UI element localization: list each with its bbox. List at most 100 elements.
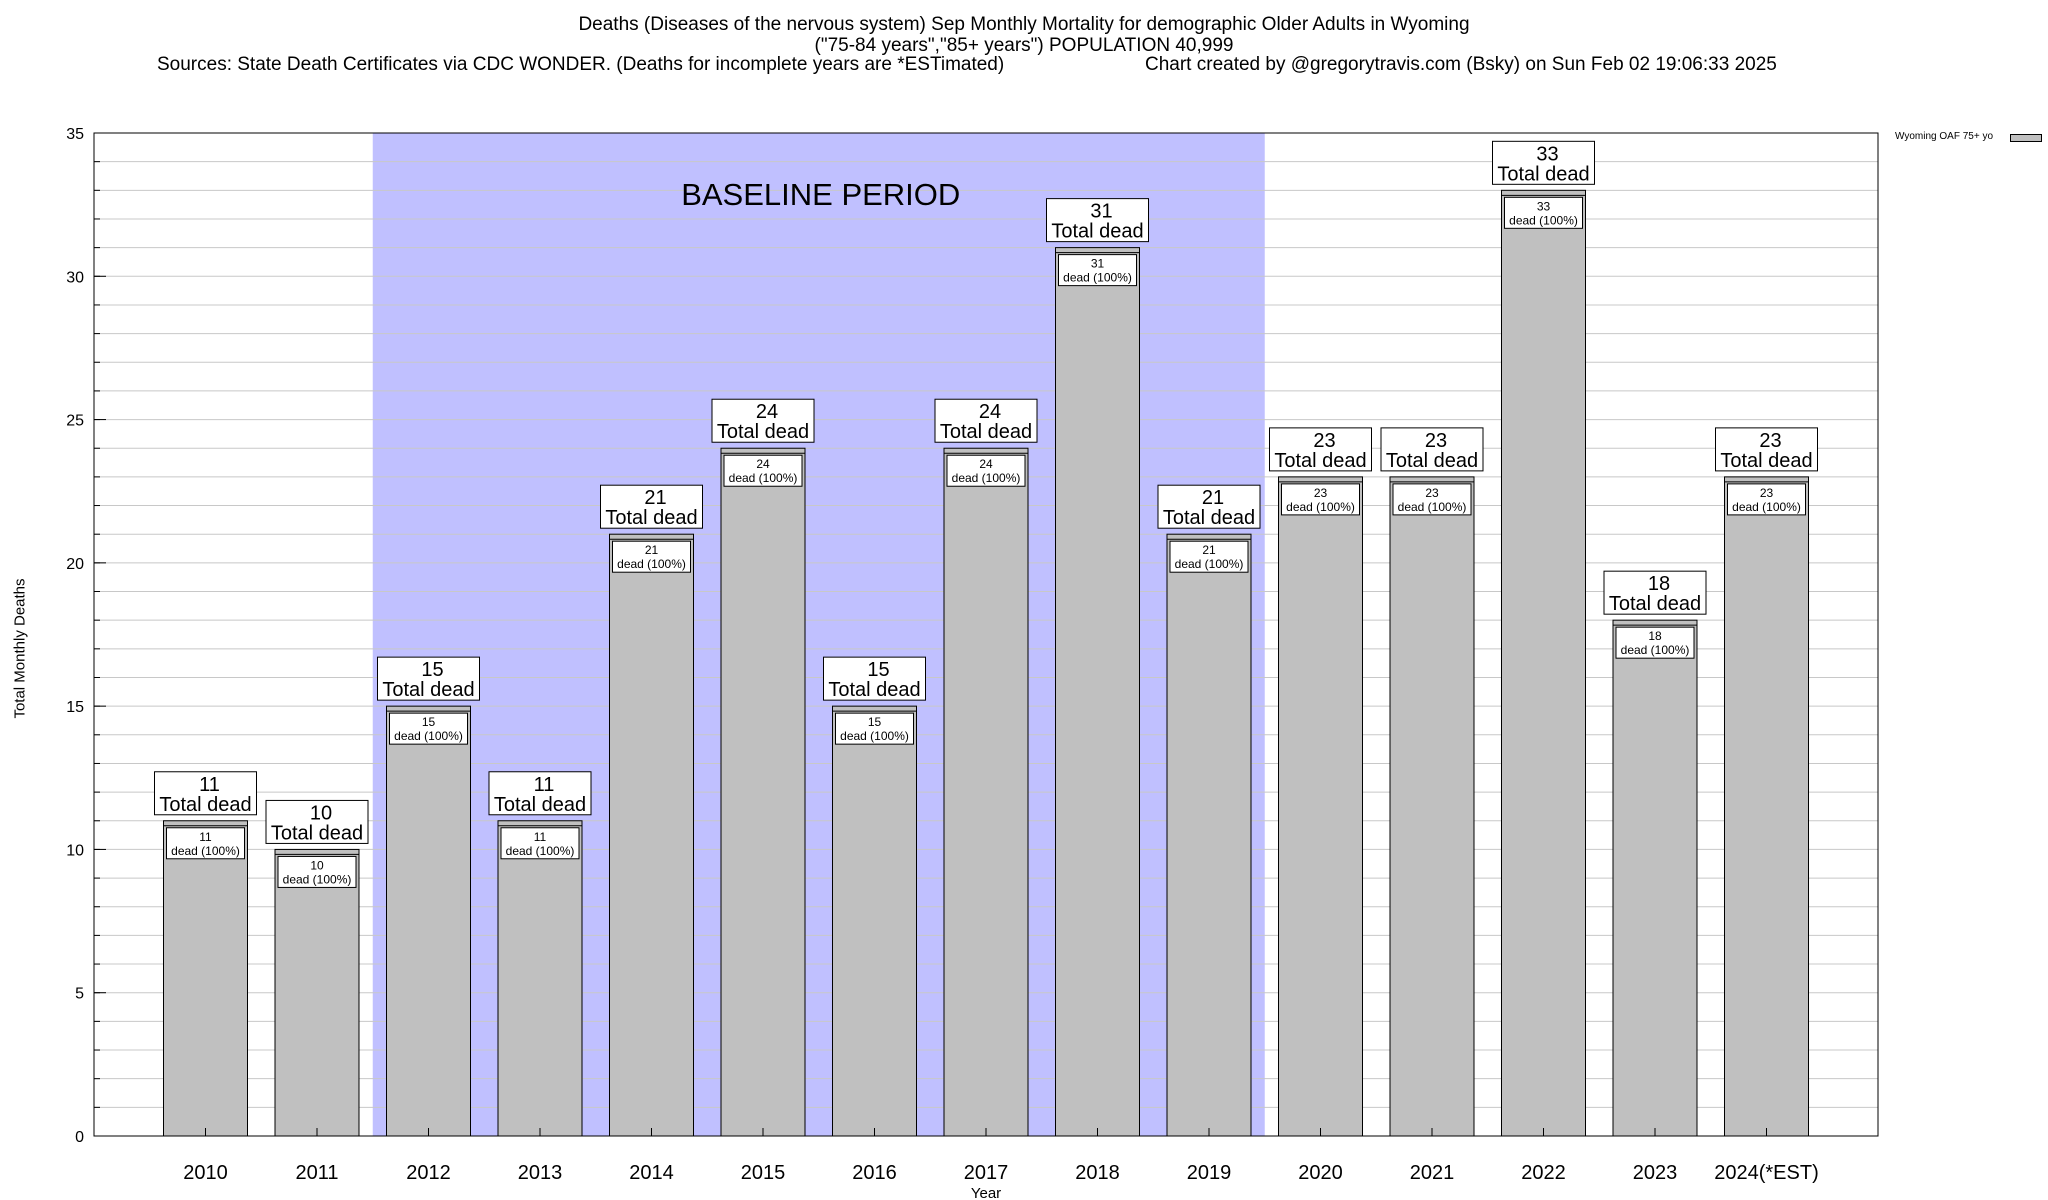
x-tick-label: 2012	[406, 1162, 451, 1184]
bar-inner-label: dead (100%)	[1398, 500, 1467, 514]
bar-inner-label: dead (100%)	[840, 729, 909, 743]
y-tick-label: 10	[66, 842, 84, 859]
bar-inner-value: 11	[534, 830, 547, 844]
bar-total-label: Total dead	[271, 822, 363, 844]
x-tick-label: 2020	[1298, 1162, 1343, 1184]
bar-total-value: 23	[1313, 430, 1335, 452]
bar-inner-label-box	[500, 827, 580, 860]
bar-total-label: Total dead	[1274, 450, 1366, 472]
bar-inner-label: dead (100%)	[1175, 557, 1244, 571]
bar-total-label-box	[1715, 427, 1818, 472]
bar-total-value: 10	[310, 802, 332, 824]
bar-inner-value: 10	[310, 858, 324, 872]
y-tick-label: 30	[66, 269, 84, 286]
bar-total-value: 24	[756, 401, 778, 423]
y-tick-label: 20	[66, 556, 84, 573]
bar-inner-label-box	[1504, 196, 1583, 229]
bar-total-label: Total dead	[1497, 163, 1589, 185]
bar-total-label-box	[265, 799, 369, 844]
x-tick-label: 2023	[1633, 1162, 1678, 1184]
x-axis-label: Year	[971, 1185, 1001, 1200]
bar-inner-label: dead (100%)	[171, 844, 240, 858]
y-tick-label: 0	[75, 1129, 84, 1146]
bar-total-label-box	[1380, 427, 1484, 472]
legend-swatch	[2010, 134, 2042, 142]
x-tick-label: 2013	[518, 1162, 563, 1184]
bar-total-label: Total dead	[1609, 593, 1701, 615]
chart-sources: Sources: State Death Certificates via CD…	[157, 54, 1005, 75]
bar-inner-label-box	[1169, 540, 1249, 573]
bar-total-label-box	[154, 771, 257, 816]
bar-total-label: Total dead	[494, 794, 586, 816]
x-tick-label: 2018	[1075, 1162, 1120, 1184]
bar-total-value: 21	[644, 487, 666, 509]
bar-total-label-box	[934, 398, 1038, 443]
bar-inner-label: dead (100%)	[394, 729, 463, 743]
bar-inner-label: dead (100%)	[952, 471, 1021, 485]
x-tick-label: 2010	[183, 1162, 228, 1184]
bar-inner-label: dead (100%)	[1286, 500, 1355, 514]
bar-inner-label-box	[166, 827, 245, 860]
bar-total-label-box	[823, 656, 926, 701]
y-tick-label: 5	[75, 986, 84, 1003]
bar	[1389, 476, 1475, 1137]
bar	[386, 705, 471, 1137]
bar-inner-label-box	[723, 454, 803, 487]
bar-total-label: Total dead	[1051, 221, 1143, 243]
bar-inner-label: dead (100%)	[617, 557, 686, 571]
bar	[1612, 619, 1698, 1137]
chart-title-block: Deaths (Diseases of the nervous system) …	[0, 14, 2048, 56]
bar-inner-label-box	[1392, 483, 1472, 516]
bar	[497, 820, 583, 1137]
bar-total-label: Total dead	[1163, 507, 1255, 529]
bar-total-label: Total dead	[382, 679, 474, 701]
bar-total-value: 11	[199, 774, 220, 796]
bar-total-label: Total dead	[159, 794, 251, 816]
bar	[609, 533, 694, 1137]
bar-total-label-box	[1492, 140, 1595, 185]
bar-total-label-box	[711, 398, 815, 443]
bar-total-value: 23	[1759, 430, 1781, 452]
x-tick-label: 2024(*EST)	[1714, 1162, 1819, 1184]
baseline-period-label: BASELINE PERIOD	[681, 177, 960, 212]
chart-title: Deaths (Diseases of the nervous system) …	[578, 14, 1470, 35]
bar-inner-value: 18	[1648, 629, 1662, 643]
bar-inner-label-box	[612, 540, 691, 573]
bar-inner-value: 15	[868, 715, 882, 729]
x-tick-label: 2015	[741, 1162, 786, 1184]
bar	[720, 447, 806, 1137]
bar-total-label: Total dead	[828, 679, 920, 701]
bar-total-label-box	[377, 656, 480, 701]
bar-total-value: 33	[1536, 143, 1558, 165]
bar-inner-label: dead (100%)	[1063, 271, 1132, 285]
bar-total-value: 15	[421, 659, 443, 681]
bar-total-label-box	[1269, 427, 1372, 472]
bar-inner-value: 21	[645, 543, 659, 557]
bar-total-label: Total dead	[1720, 450, 1812, 472]
bar-inner-label-box	[389, 712, 468, 745]
bar-total-value: 15	[867, 659, 889, 681]
bar-total-value: 21	[1202, 487, 1224, 509]
bar-total-value: 11	[534, 774, 555, 796]
bar-inner-label: dead (100%)	[729, 471, 798, 485]
bar-inner-label-box	[835, 712, 914, 745]
x-tick-label: 2014	[629, 1162, 674, 1184]
bar-inner-label: dead (100%)	[283, 872, 352, 886]
bar	[1501, 189, 1586, 1137]
bar	[1278, 476, 1363, 1137]
bar-total-label-box	[488, 771, 592, 816]
bar-inner-label-box	[1615, 626, 1695, 659]
bar-inner-value: 23	[1760, 486, 1774, 500]
bar	[163, 820, 248, 1137]
bar-total-label: Total dead	[1386, 450, 1478, 472]
bar-total-label: Total dead	[940, 421, 1032, 443]
chart-subtitle: ("75-84 years","85+ years") POPULATION 4…	[814, 35, 1234, 56]
bar-total-label-box	[600, 484, 703, 529]
x-tick-label: 2016	[852, 1162, 897, 1184]
bar	[1724, 476, 1809, 1137]
bar-inner-value: 11	[199, 830, 212, 844]
bar-total-value: 23	[1425, 430, 1447, 452]
y-tick-label: 35	[66, 126, 84, 143]
bar-total-label-box	[1157, 484, 1261, 529]
bar-total-value: 31	[1090, 201, 1112, 223]
